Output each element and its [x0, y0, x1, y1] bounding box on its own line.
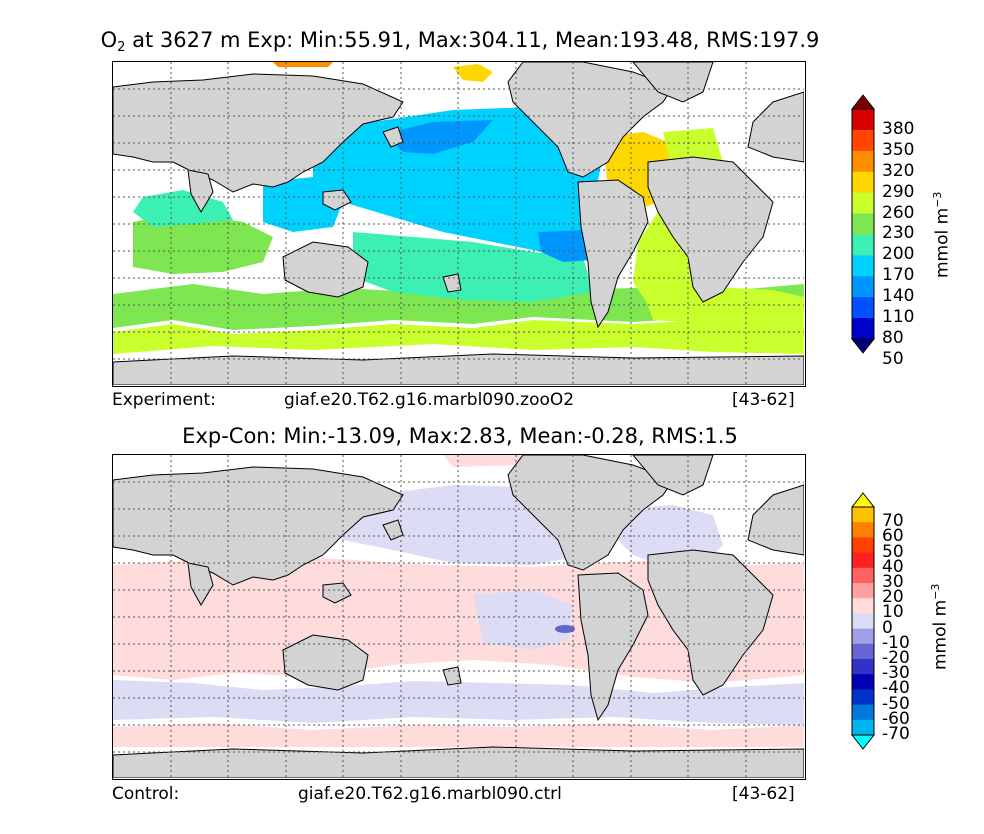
panel2-colorbar-tick-label: 40: [882, 556, 904, 577]
panel1-colorbar: [850, 94, 876, 354]
panel2-title: Exp-Con: Min:-13.09, Max:2.83, Mean:-0.2…: [182, 424, 738, 448]
panel2-colorbar-frame: [851, 506, 875, 736]
panel2-grid: [113, 455, 804, 778]
panel1-colorbar-tick-label: 50: [882, 348, 904, 369]
panel1-colorbar-tick-label: 110: [882, 307, 915, 328]
panel2-colorbar-swatch: [852, 628, 874, 645]
panel1-grid: [113, 62, 804, 385]
panel1-colorbar-swatch: [852, 318, 874, 340]
panel2-colorbar-swatch: [852, 689, 874, 706]
panel1-land: [113, 62, 804, 385]
panel2-colorbar-tick-label: -60: [882, 708, 910, 729]
panel2-colorbar-swatch: [852, 659, 874, 675]
panel2-colorbar-tick-label: 50: [882, 541, 904, 562]
panel2-colorbar-svg: [850, 492, 876, 750]
panel2-colorbar-tick-label: 30: [882, 572, 904, 592]
panel2-colorbar-tick-label: -30: [882, 663, 910, 684]
panel2-colorbar-tick-label: 60: [882, 526, 904, 547]
panel1-colorbar-tick-label: 350: [882, 139, 915, 160]
panel1-title-rest: at 3627 m Exp: Min:55.91, Max:304.11, Me…: [125, 28, 820, 52]
panel1-title-var: O: [100, 28, 118, 52]
panel1-colorbar-swatch: [852, 192, 874, 215]
panel2-colorbar-swatch: [852, 719, 874, 736]
panel1-colorbar-frame: [851, 108, 875, 340]
panel1-ocean-field: [113, 62, 804, 354]
panel1-colorbar-tick-label: 80: [882, 328, 904, 348]
panel1-units: mmol m−3: [931, 192, 953, 278]
panel2-caption-case: giaf.e20.T62.g16.marbl090.ctrl: [298, 784, 562, 804]
panel1-colorbar-swatch: [852, 109, 874, 131]
panel1-caption-label: Experiment:: [112, 390, 216, 410]
panel1-colorbar-max-arrow: [850, 94, 876, 110]
panel2-colorbar-swatch: [852, 537, 874, 554]
panel1-units-text: mmol m: [932, 207, 953, 278]
panel1-units-sup: −3: [931, 191, 944, 208]
panel1-colorbar-swatch: [852, 213, 874, 235]
panel1-map-svg: [113, 62, 804, 385]
panel1-caption-years: [43-62]: [732, 390, 795, 410]
panel1-colorbar-svg: [850, 94, 876, 354]
panel1-colorbar-tick-label: 230: [882, 223, 915, 244]
panel2-caption-years: [43-62]: [732, 784, 795, 804]
panel1-map: [112, 61, 806, 387]
panel1-colorbar-swatch: [852, 129, 874, 152]
panel1-colorbar-min-arrow: [850, 338, 876, 354]
panel2-colorbar: [850, 492, 876, 750]
panel2-colorbar-tick-label: -70: [882, 724, 910, 744]
panel2-colorbar-swatch: [852, 643, 874, 660]
panel2-colorbar-tick-label: 0: [882, 617, 893, 638]
panel2-colorbar-max-arrow: [850, 492, 876, 508]
panel2-units: mmol m−3: [929, 584, 951, 670]
panel1-colorbar-swatch: [852, 150, 874, 173]
panel2-colorbar-tick-label: 20: [882, 587, 904, 608]
panel2-caption-label: Control:: [112, 784, 180, 804]
panel1-colorbar-tick-label: 200: [882, 244, 915, 265]
panel2-colorbar-tick-label: -50: [882, 693, 910, 714]
panel2-colorbar-tick-label: -20: [882, 648, 910, 668]
panel1-colorbar-tick-label: 140: [882, 286, 915, 307]
panel1-colorbar-tick-label: 290: [882, 181, 915, 202]
panel1-colorbar-tick-label: 380: [882, 118, 915, 139]
panel2-colorbar-swatch: [852, 583, 874, 599]
panel2-colorbar-min-arrow: [850, 734, 876, 750]
panel1-colorbar-swatch: [852, 255, 874, 277]
panel2-colorbar-tick-label: -10: [882, 632, 910, 653]
panel2-colorbar-tick-label: 10: [882, 602, 904, 623]
panel1-colorbar-tick-label: 170: [882, 265, 915, 286]
panel2-colorbar-tick-label: 70: [882, 511, 904, 532]
panel1-colorbar-tick-label: 320: [882, 160, 915, 181]
panel1-colorbar-swatch: [852, 171, 874, 194]
panel2-colorbar-swatch: [852, 507, 874, 523]
panel2-colorbar-swatch: [852, 567, 874, 584]
panel2-colorbar-swatch: [852, 674, 874, 690]
panel1-colorbar-swatch: [852, 276, 874, 298]
panel2-colorbar-swatch: [852, 613, 874, 630]
panel2-map-svg: [113, 455, 804, 778]
panel2-map: [112, 454, 806, 780]
panel1-colorbar-swatch: [852, 234, 874, 256]
panel2-units-text: mmol m: [930, 599, 951, 670]
panel1-caption-case: giaf.e20.T62.g16.marbl090.zooO2: [284, 390, 575, 410]
panel1-title: O2 at 3627 m Exp: Min:55.91, Max:304.11,…: [0, 28, 920, 55]
panel1-colorbar-swatch: [852, 297, 874, 319]
panel2-colorbar-tick-label: -40: [882, 678, 910, 699]
panel2-colorbar-swatch: [852, 552, 874, 569]
panel1-colorbar-tick-label: 260: [882, 202, 915, 223]
panel2-colorbar-swatch: [852, 704, 874, 721]
panel1-title-sub: 2: [117, 40, 126, 55]
panel2-colorbar-swatch: [852, 522, 874, 538]
panel2-units-sup: −3: [929, 583, 942, 600]
panel2-colorbar-swatch: [852, 598, 874, 614]
